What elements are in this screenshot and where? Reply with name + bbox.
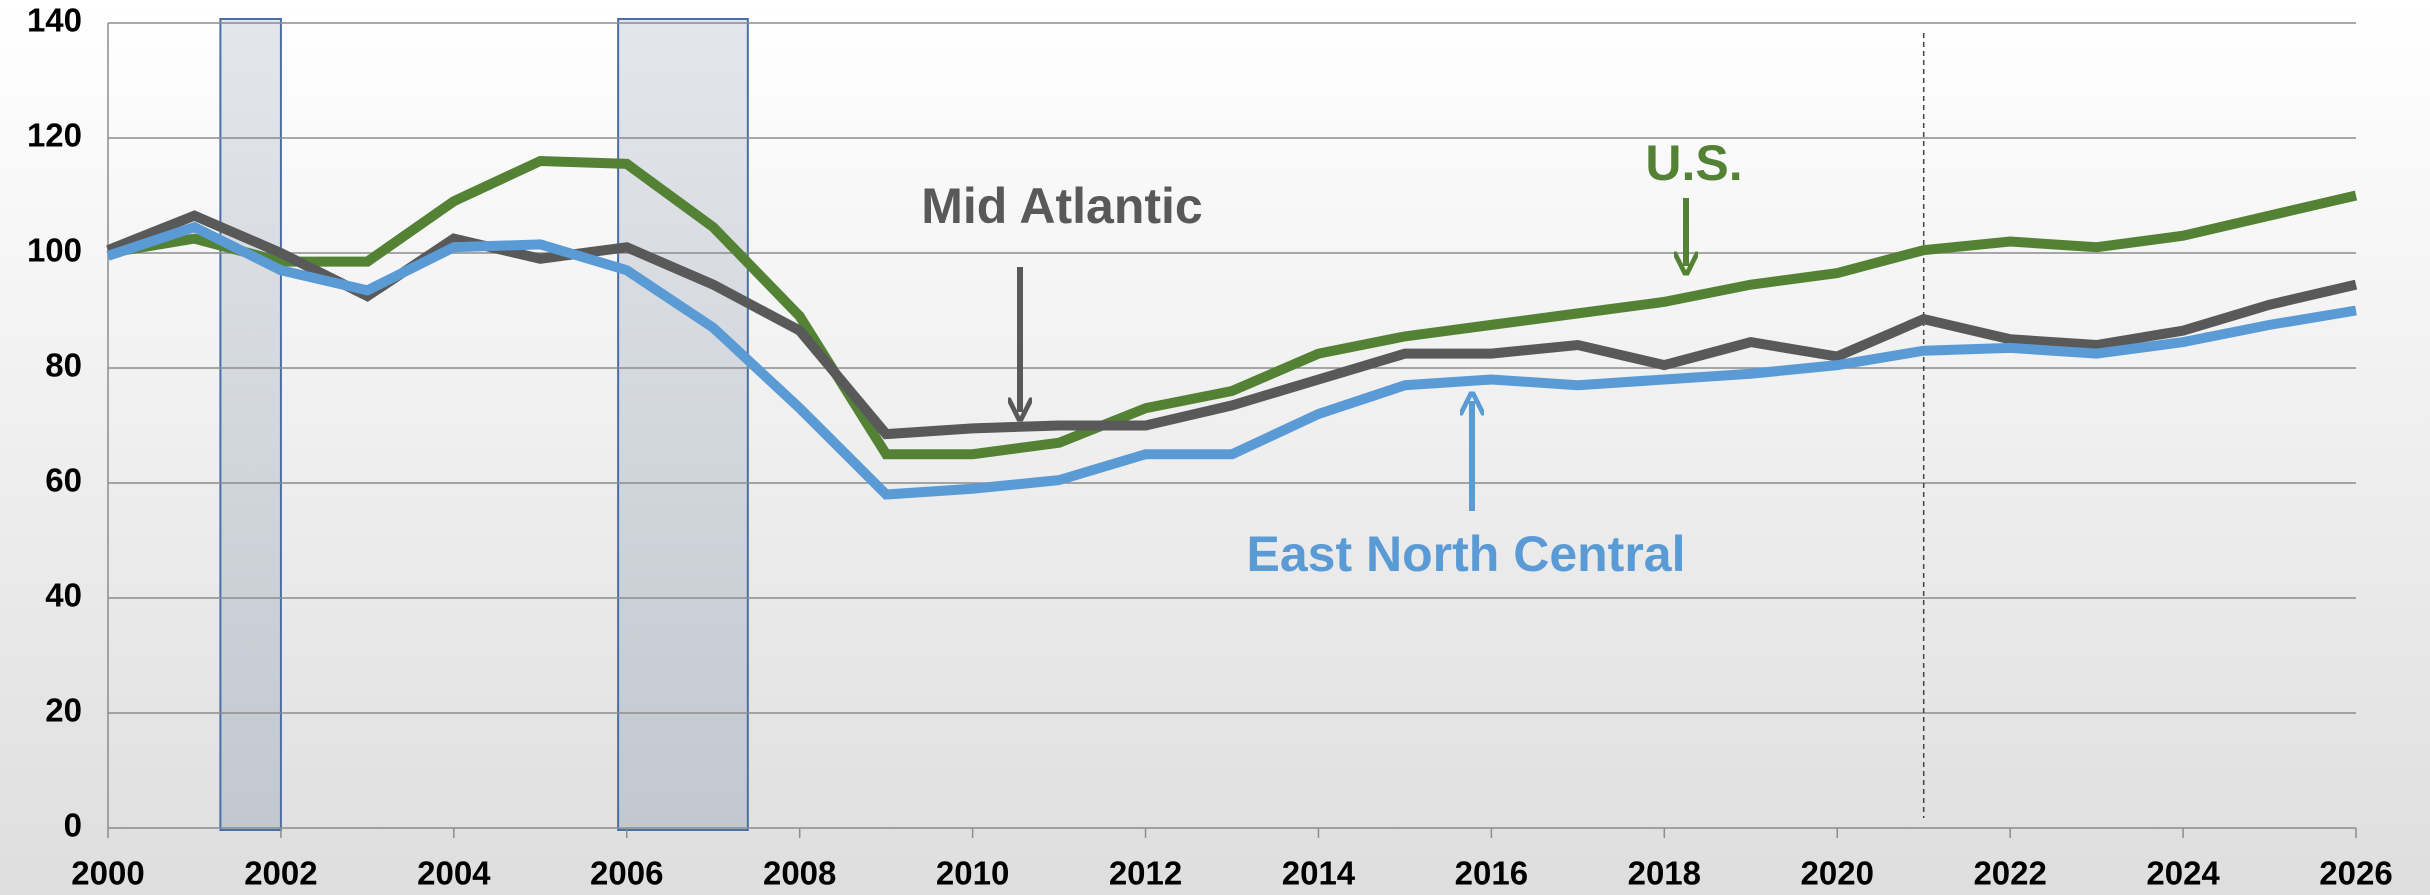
x-tick-label: 2014 bbox=[1282, 855, 1356, 892]
x-tick-label: 2010 bbox=[936, 855, 1009, 892]
shaded-period bbox=[219, 18, 282, 831]
y-tick-label: 20 bbox=[45, 692, 82, 729]
x-tick-label: 2006 bbox=[590, 855, 663, 892]
grid-layer: 0 20 40 60 80 100 120 140 2000 2002 2004 2006 2008 20… bbox=[27, 2, 2393, 892]
y-tick-label: 140 bbox=[27, 2, 82, 39]
x-tick-label: 2004 bbox=[417, 855, 491, 892]
x-tick-label: 2000 bbox=[71, 855, 144, 892]
shaded-period bbox=[617, 18, 749, 831]
x-tick-label: 2024 bbox=[2146, 855, 2220, 892]
series-line bbox=[107, 155, 2358, 460]
series-label: East North Central bbox=[1247, 526, 1686, 582]
y-tick-label: 120 bbox=[27, 117, 82, 154]
series-label: U.S. bbox=[1645, 135, 1742, 191]
x-tick-label: 2016 bbox=[1455, 855, 1528, 892]
x-tick-label: 2002 bbox=[244, 855, 317, 892]
x-tick-label: 2020 bbox=[1801, 855, 1874, 892]
x-tick-label: 2012 bbox=[1109, 855, 1182, 892]
y-tick-label: 0 bbox=[64, 807, 82, 844]
series-line bbox=[106, 221, 2357, 500]
y-tick-label: 100 bbox=[27, 232, 82, 269]
line-layer bbox=[106, 155, 2358, 500]
x-tick-label: 2026 bbox=[2319, 855, 2392, 892]
y-tick-label: 40 bbox=[45, 577, 82, 614]
band-layer bbox=[219, 18, 749, 831]
series-label: Mid Atlantic bbox=[921, 178, 1202, 234]
x-tick-label: 2022 bbox=[1973, 855, 2046, 892]
x-tick-label: 2008 bbox=[763, 855, 836, 892]
y-tick-label: 60 bbox=[45, 462, 82, 499]
x-tick-label: 2018 bbox=[1628, 855, 1701, 892]
y-tick-label: 80 bbox=[45, 347, 82, 384]
